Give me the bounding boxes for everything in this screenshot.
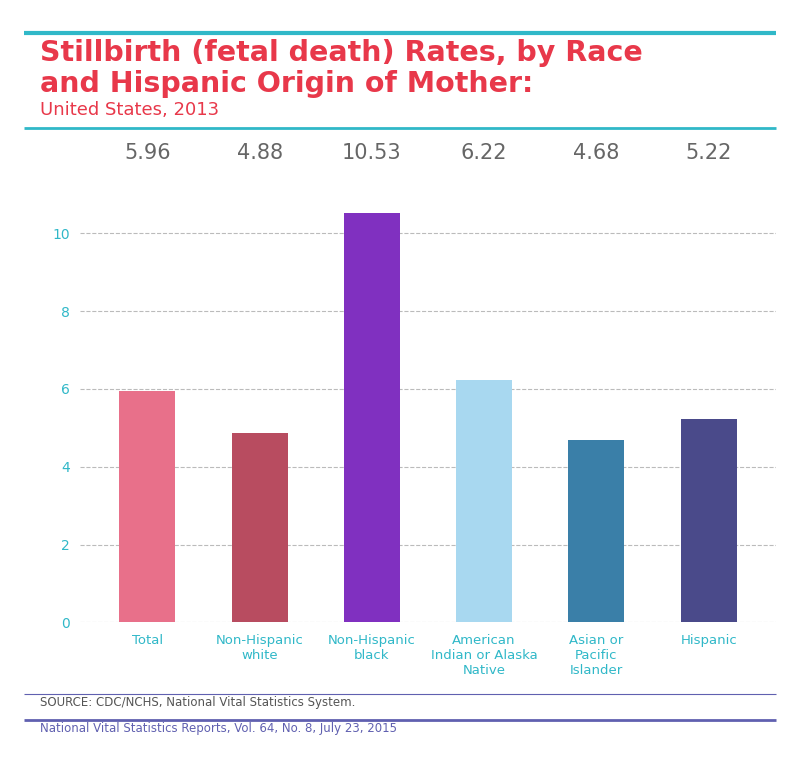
Text: 10.53: 10.53 [342, 143, 402, 163]
Text: 4.88: 4.88 [237, 143, 282, 163]
Text: Stillbirth (fetal death) Rates, by Race: Stillbirth (fetal death) Rates, by Race [40, 39, 642, 67]
Text: and Hispanic Origin of Mother:: and Hispanic Origin of Mother: [40, 70, 534, 98]
Bar [344, 213, 400, 622]
Text: SOURCE: CDC/NCHS, National Vital Statistics System.: SOURCE: CDC/NCHS, National Vital Statist… [40, 696, 355, 709]
Text: United States, 2013: United States, 2013 [40, 101, 219, 119]
Bar [231, 433, 288, 622]
Text: 5.96: 5.96 [124, 143, 170, 163]
Text: 5.22: 5.22 [686, 143, 732, 163]
Text: 4.68: 4.68 [573, 143, 619, 163]
Text: 6.22: 6.22 [461, 143, 507, 163]
Bar [681, 419, 737, 622]
Bar [119, 391, 175, 622]
Bar [568, 440, 625, 622]
Bar [456, 380, 512, 622]
Text: National Vital Statistics Reports, Vol. 64, No. 8, July 23, 2015: National Vital Statistics Reports, Vol. … [40, 722, 397, 735]
